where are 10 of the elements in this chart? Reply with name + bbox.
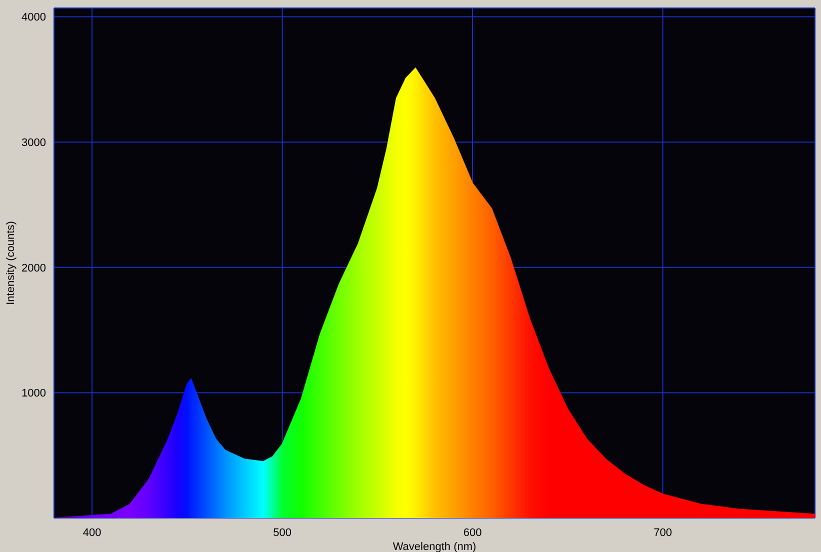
y-tick-label: 4000 bbox=[22, 12, 46, 24]
x-tick-label: 600 bbox=[463, 526, 482, 539]
x-tick-label: 500 bbox=[273, 526, 292, 539]
y-tick-label: 2000 bbox=[22, 262, 46, 274]
x-tick-label: 700 bbox=[654, 526, 672, 539]
x-tick-label: 400 bbox=[82, 526, 102, 539]
y-tick-label: 3000 bbox=[22, 136, 46, 149]
y-axis-title: Intensity (counts) bbox=[4, 221, 17, 305]
y-tick-label: 1000 bbox=[22, 388, 46, 400]
x-axis-title: Wavelength (nm) bbox=[392, 541, 476, 552]
